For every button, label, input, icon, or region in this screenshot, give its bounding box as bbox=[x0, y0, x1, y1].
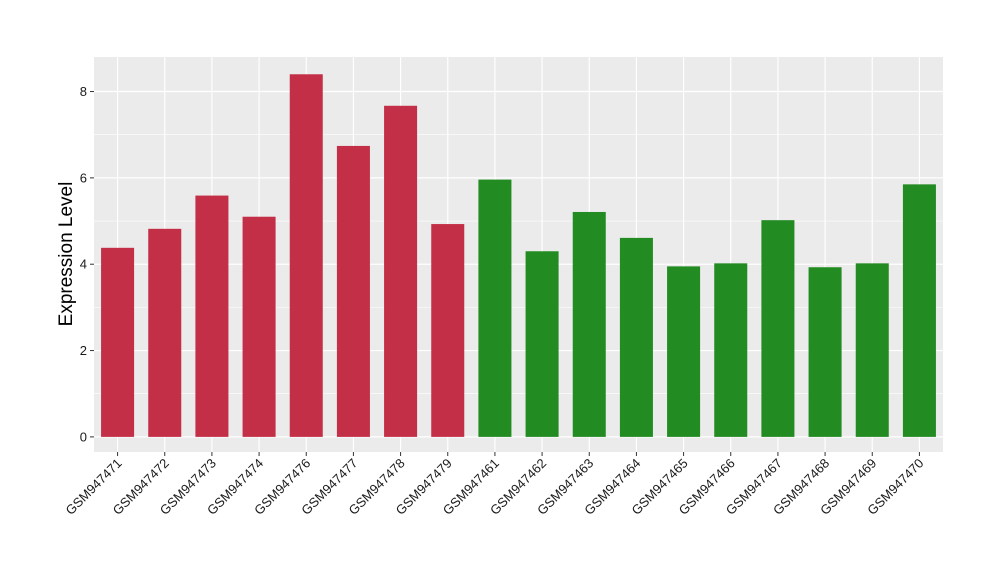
bar-GSM947465 bbox=[667, 266, 701, 437]
bar-GSM947478 bbox=[384, 105, 418, 437]
y-tick-label: 2 bbox=[80, 343, 87, 358]
bar-GSM947476 bbox=[289, 74, 323, 437]
bar-GSM947473 bbox=[195, 195, 229, 437]
bar-GSM947461 bbox=[478, 179, 512, 437]
bar-GSM947471 bbox=[101, 247, 135, 437]
bar-GSM947462 bbox=[525, 251, 559, 437]
y-tick-label: 0 bbox=[80, 429, 87, 444]
y-tick-label: 6 bbox=[80, 170, 87, 185]
minor-gridlines bbox=[94, 134, 943, 395]
bar-GSM947470 bbox=[902, 184, 936, 437]
y-tick-label: 4 bbox=[80, 257, 87, 272]
plot-panel bbox=[94, 57, 943, 452]
bar-GSM947469 bbox=[855, 263, 889, 437]
x-axis: GSM947471GSM947472GSM947473GSM947474GSM9… bbox=[62, 452, 927, 518]
bar-GSM947466 bbox=[714, 263, 748, 437]
y-axis: 0 2 4 6 8 bbox=[80, 84, 94, 444]
bar-GSM947477 bbox=[336, 145, 370, 437]
bar-GSM947463 bbox=[572, 211, 606, 437]
bar-GSM947467 bbox=[761, 220, 795, 437]
y-tick-label: 8 bbox=[80, 84, 87, 99]
bar-GSM947468 bbox=[808, 267, 842, 437]
bar-GSM947464 bbox=[619, 237, 653, 437]
bar-GSM947474 bbox=[242, 216, 276, 437]
bar-GSM947479 bbox=[431, 224, 465, 437]
y-axis-label: Expression Level bbox=[56, 182, 77, 327]
bar-GSM947472 bbox=[148, 228, 182, 437]
bars bbox=[101, 74, 936, 437]
